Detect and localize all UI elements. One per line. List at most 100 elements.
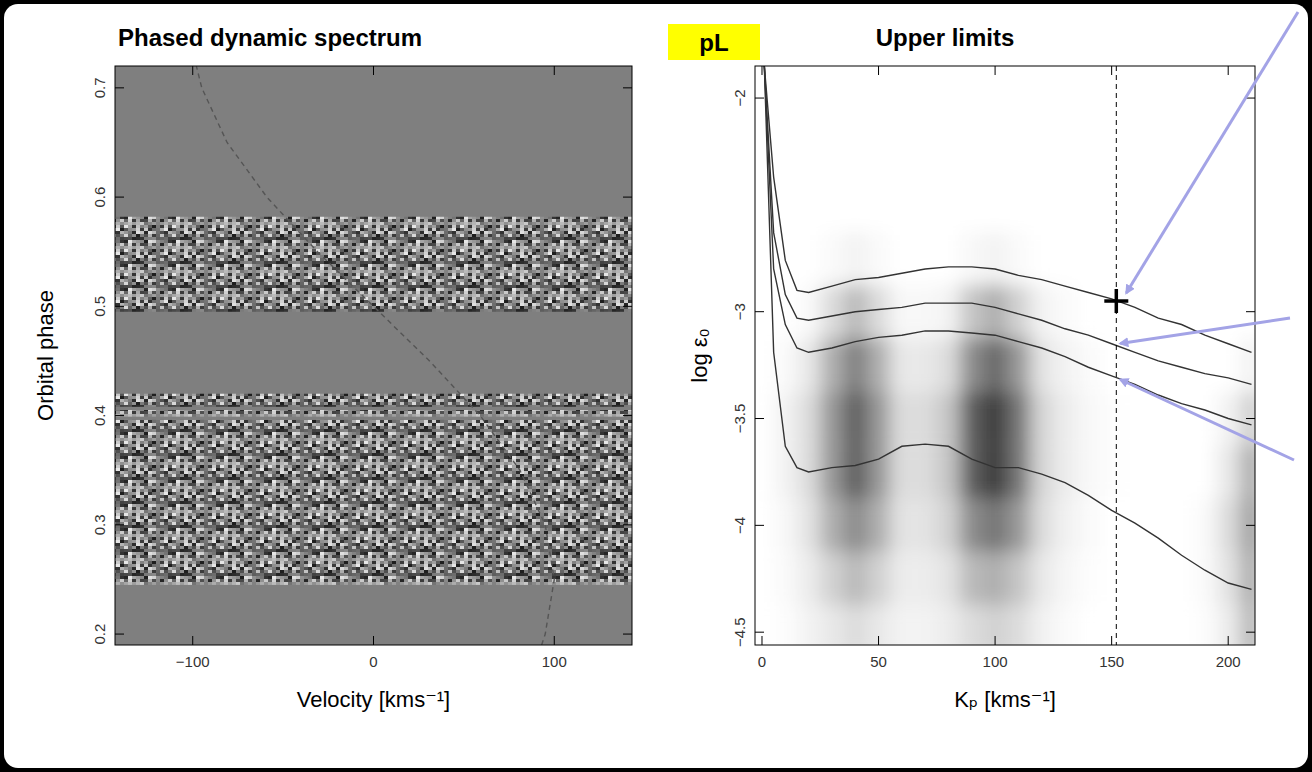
heat-cell bbox=[1053, 445, 1076, 498]
heat-cell bbox=[983, 552, 1006, 605]
panel-title: Phased dynamic spectrum bbox=[118, 24, 422, 51]
x-tick-top bbox=[192, 66, 193, 75]
frame bbox=[755, 66, 1255, 645]
heat-cell bbox=[1053, 605, 1076, 645]
y-tick-right bbox=[623, 415, 632, 416]
y-axis-title: log ε₀ bbox=[687, 328, 712, 382]
heat-cell bbox=[1100, 232, 1123, 285]
heat-cell bbox=[867, 605, 890, 645]
heat-cell bbox=[1053, 552, 1076, 605]
canvas: −10001000.20.30.40.50.60.7Velocity [kms⁻… bbox=[0, 0, 1312, 772]
spectrum-band bbox=[115, 217, 632, 312]
heat-cell bbox=[755, 392, 774, 445]
heat-cell bbox=[820, 499, 843, 552]
x-tick-label: 150 bbox=[1099, 653, 1124, 670]
y-tick-label: 0.3 bbox=[91, 514, 108, 535]
heat-cell bbox=[774, 125, 797, 178]
x-tick-label: 50 bbox=[870, 653, 887, 670]
heat-cell bbox=[844, 392, 867, 445]
x-axis-title: Kₚ [kms⁻¹] bbox=[954, 687, 1056, 712]
x-tick-top bbox=[878, 66, 879, 75]
x-tick bbox=[995, 636, 996, 645]
heat-cell bbox=[797, 125, 820, 178]
y-tick-label: 0.4 bbox=[91, 405, 108, 426]
x-tick bbox=[192, 636, 193, 645]
heat-cell bbox=[890, 392, 913, 445]
badge-bg bbox=[668, 24, 760, 60]
heat-cell bbox=[914, 552, 937, 605]
heat-cell bbox=[820, 232, 843, 285]
heat-cell bbox=[1147, 71, 1170, 124]
heat-cell bbox=[755, 445, 774, 498]
heat-cell bbox=[755, 285, 774, 338]
x-tick-label: 200 bbox=[1216, 653, 1241, 670]
spectrum-band bbox=[115, 394, 632, 407]
heat-cell bbox=[1053, 338, 1076, 391]
heat-cell bbox=[797, 392, 820, 445]
y-tick-right bbox=[1246, 418, 1255, 419]
heat-cell bbox=[1123, 605, 1146, 645]
y-tick bbox=[755, 525, 764, 526]
heat-cell bbox=[937, 71, 960, 124]
x-tick bbox=[554, 636, 555, 645]
heat-cell bbox=[890, 445, 913, 498]
heat-cell bbox=[1217, 178, 1240, 231]
heat-cell bbox=[1170, 445, 1193, 498]
heat-cell bbox=[867, 392, 890, 445]
heat-cell bbox=[1193, 232, 1216, 285]
heat-cell bbox=[1147, 338, 1170, 391]
heat-cell bbox=[1123, 499, 1146, 552]
reference-line bbox=[1116, 66, 1117, 645]
heat-cell bbox=[1100, 285, 1123, 338]
heat-cell bbox=[1007, 71, 1030, 124]
heat-cell bbox=[1123, 392, 1146, 445]
y-tick-label: −3.5 bbox=[731, 404, 748, 434]
panel-bg bbox=[4, 4, 1308, 768]
heat-cell bbox=[1007, 445, 1030, 498]
heat-cell bbox=[774, 392, 797, 445]
y-tick bbox=[755, 98, 764, 99]
heat-cell bbox=[844, 232, 867, 285]
heat-cell bbox=[1053, 499, 1076, 552]
heat-cell bbox=[1170, 285, 1193, 338]
heat-cell bbox=[890, 338, 913, 391]
heat-cell bbox=[960, 392, 983, 445]
heat-cell bbox=[797, 605, 820, 645]
heat-cell bbox=[1030, 232, 1053, 285]
heat-cell bbox=[960, 605, 983, 645]
heat-cell bbox=[937, 552, 960, 605]
heat-cell bbox=[937, 232, 960, 285]
x-tick-top bbox=[995, 66, 996, 75]
heat-cell bbox=[983, 392, 1006, 445]
heat-cell bbox=[1123, 178, 1146, 231]
heat-cell bbox=[1123, 552, 1146, 605]
heat-cell bbox=[1053, 232, 1076, 285]
x-tick bbox=[878, 636, 879, 645]
y-tick bbox=[755, 632, 764, 633]
heat-cell bbox=[937, 605, 960, 645]
heat-cell bbox=[1123, 445, 1146, 498]
heat-cell bbox=[1030, 71, 1053, 124]
heat-cell bbox=[820, 445, 843, 498]
heat-cell bbox=[1240, 445, 1255, 498]
x-tick bbox=[373, 636, 374, 645]
y-tick-right bbox=[623, 306, 632, 307]
heat-cell bbox=[1147, 178, 1170, 231]
x-tick bbox=[1111, 636, 1112, 645]
heat-cell bbox=[867, 552, 890, 605]
arrow bbox=[1120, 380, 1294, 460]
heat-cell bbox=[1193, 71, 1216, 124]
heat-cell bbox=[960, 125, 983, 178]
heat-cell bbox=[1240, 285, 1255, 338]
heat-cell bbox=[983, 338, 1006, 391]
y-tick-right bbox=[623, 87, 632, 88]
heat-cell bbox=[820, 605, 843, 645]
y-tick bbox=[115, 197, 124, 198]
heat-cell bbox=[890, 178, 913, 231]
heat-cell bbox=[1217, 499, 1240, 552]
heat-cell bbox=[1100, 605, 1123, 645]
x-tick-top bbox=[761, 66, 762, 75]
heat-cell bbox=[983, 232, 1006, 285]
heat-cell bbox=[1170, 71, 1193, 124]
heat-cell bbox=[1240, 71, 1255, 124]
